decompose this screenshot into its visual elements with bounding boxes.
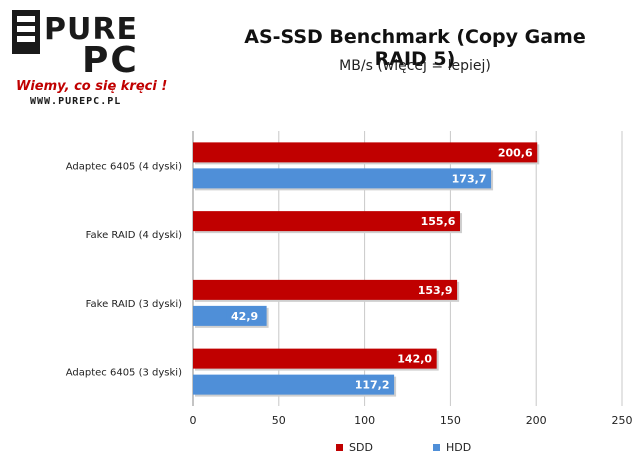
category-label: Fake RAID (3 dyski): [86, 299, 182, 310]
data-label: 117,2: [355, 379, 390, 392]
data-label: 153,9: [418, 284, 453, 297]
label-layer: 0 50 100 150 200 250 Adaptec 6405 (4 dyski) 200…: [66, 145, 633, 427]
x-tick-label: 150: [440, 414, 461, 427]
category-label: Adaptec 6405 (3 dyski): [66, 368, 182, 379]
svg-text:WWW.PUREPC.PL: WWW.PUREPC.PL: [30, 96, 121, 107]
data-label: 142,0: [397, 353, 432, 366]
category-label: Fake RAID (4 dyski): [86, 230, 182, 241]
svg-text:PURE: PURE: [44, 12, 138, 47]
chart-title: AS-SSD Benchmark (Copy Game RAID 5): [244, 26, 586, 70]
data-label-box: [417, 282, 454, 297]
category-label: Adaptec 6405 (4 dyski): [66, 161, 182, 172]
x-tick-label: 250: [612, 414, 633, 427]
data-label: 200,6: [498, 146, 533, 159]
legend-swatch-hdd: [433, 444, 440, 451]
bar-layer: [193, 142, 540, 397]
legend-item-hdd: HDD: [433, 441, 471, 454]
data-label-box: [226, 308, 263, 323]
bar-sdd: [193, 142, 538, 163]
data-label-box: [497, 145, 534, 160]
data-label-box: [396, 351, 433, 366]
data-label-box: [354, 377, 391, 392]
data-label: 155,6: [421, 215, 456, 228]
svg-text:PC: PC: [82, 40, 139, 81]
legend-swatch-sdd: [336, 444, 343, 451]
bar-sdd: [193, 211, 461, 232]
bar-sdd: [193, 348, 437, 369]
x-tick-label: 100: [354, 414, 375, 427]
x-tick-label: 50: [272, 414, 286, 427]
chart-subtitle: MB/s (więcej = lepiej): [339, 58, 491, 74]
data-label-box: [451, 171, 488, 186]
legend-label-hdd: HDD: [446, 441, 472, 454]
x-tick-label: 200: [526, 414, 547, 427]
data-label: 42,9: [231, 310, 258, 323]
legend-label-sdd: SDD: [349, 441, 373, 454]
legend-item-sdd: SDD: [336, 441, 373, 454]
bar-hdd: [193, 168, 492, 189]
purepc-logo: PURE PC Wiemy, co się kręci ! WWW.PUREPC…: [12, 10, 167, 107]
bar-sdd: [193, 279, 458, 300]
svg-text:Wiemy, co się kręci !: Wiemy, co się kręci !: [16, 79, 167, 94]
x-tick-label: 0: [190, 414, 197, 427]
bar-hdd: [193, 374, 395, 395]
data-label-box: [420, 214, 457, 229]
data-label: 173,7: [452, 172, 487, 185]
